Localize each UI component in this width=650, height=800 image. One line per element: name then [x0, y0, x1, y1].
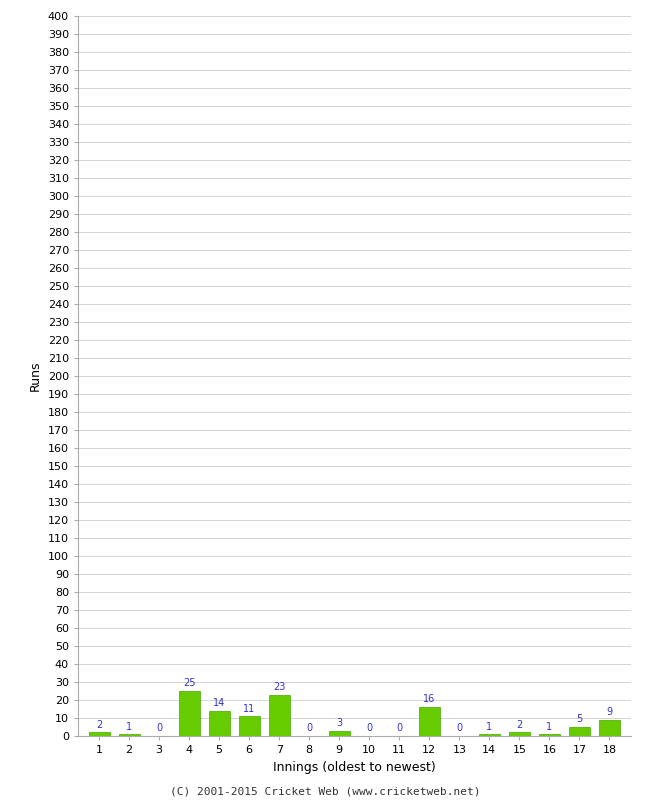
- Text: 2: 2: [96, 720, 102, 730]
- Bar: [268, 694, 290, 736]
- Text: 1: 1: [547, 722, 552, 731]
- Text: 3: 3: [336, 718, 343, 728]
- Bar: [569, 727, 590, 736]
- Text: 14: 14: [213, 698, 226, 708]
- Bar: [599, 720, 620, 736]
- Bar: [239, 716, 259, 736]
- Bar: [419, 707, 440, 736]
- Text: 23: 23: [273, 682, 285, 692]
- Bar: [509, 733, 530, 736]
- Text: 9: 9: [606, 707, 612, 717]
- Text: 0: 0: [306, 723, 312, 734]
- Bar: [179, 691, 200, 736]
- Text: 0: 0: [456, 723, 462, 734]
- Bar: [329, 730, 350, 736]
- Bar: [209, 711, 229, 736]
- Bar: [479, 734, 500, 736]
- Text: 16: 16: [423, 694, 436, 705]
- Bar: [88, 733, 110, 736]
- Text: 2: 2: [516, 720, 523, 730]
- Text: 1: 1: [126, 722, 132, 731]
- Text: 1: 1: [486, 722, 493, 731]
- Text: 11: 11: [243, 703, 255, 714]
- X-axis label: Innings (oldest to newest): Innings (oldest to newest): [273, 761, 436, 774]
- Text: 25: 25: [183, 678, 196, 688]
- Text: 0: 0: [156, 723, 162, 734]
- Bar: [539, 734, 560, 736]
- Text: 0: 0: [396, 723, 402, 734]
- Text: 0: 0: [366, 723, 372, 734]
- Text: (C) 2001-2015 Cricket Web (www.cricketweb.net): (C) 2001-2015 Cricket Web (www.cricketwe…: [170, 786, 480, 796]
- Bar: [118, 734, 140, 736]
- Text: 5: 5: [577, 714, 582, 724]
- Y-axis label: Runs: Runs: [29, 361, 42, 391]
